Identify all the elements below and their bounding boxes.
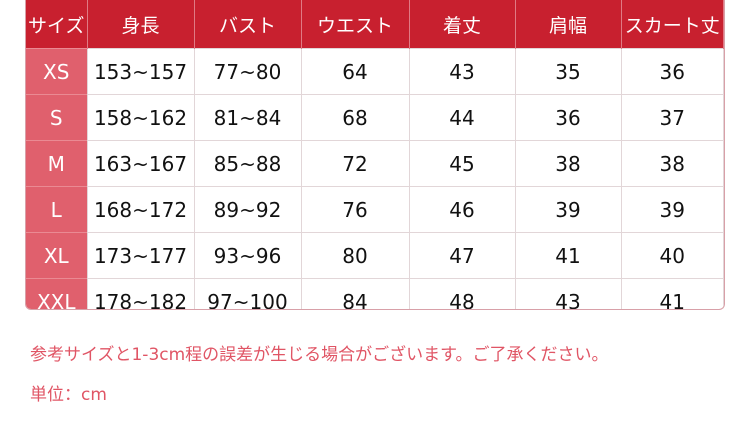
column-header: 肩幅	[515, 0, 622, 49]
table-cell: 84	[301, 278, 410, 309]
table-cell: 46	[409, 186, 516, 233]
size-cell: XL	[26, 232, 88, 279]
table-cell: 38	[621, 140, 724, 187]
column-header: ウエスト	[301, 0, 410, 49]
table-cell: 173~177	[87, 232, 195, 279]
table-cell: 48	[409, 278, 516, 309]
size-cell: M	[26, 140, 88, 187]
table-cell: 43	[409, 48, 516, 95]
unit-label: 単位：cm	[30, 385, 107, 405]
table-cell: 45	[409, 140, 516, 187]
table-cell: 163~167	[87, 140, 195, 187]
table-row: XS 153~157 77~80 64 43 35 36	[26, 48, 724, 95]
table-cell: 168~172	[87, 186, 195, 233]
column-header: スカート丈	[621, 0, 724, 49]
table-cell: 64	[301, 48, 410, 95]
table-cell: 158~162	[87, 94, 195, 141]
table-cell: 35	[515, 48, 622, 95]
size-table: サイズ 身長 バスト ウエスト 着丈 肩幅 スカート丈 XS 153~157 77~80 64 43…	[25, 0, 725, 310]
table-cell: 36	[621, 48, 724, 95]
table-cell: 41	[621, 278, 724, 309]
table-cell: 44	[409, 94, 516, 141]
size-cell: XS	[26, 48, 88, 95]
table-cell: 38	[515, 140, 622, 187]
column-header: 身長	[87, 0, 195, 49]
table-cell: 39	[621, 186, 724, 233]
table-cell: 39	[515, 186, 622, 233]
table-row: XXL 178~182 97~100 84 48 43 41	[26, 278, 724, 309]
column-header: バスト	[194, 0, 302, 49]
table-cell: 178~182	[87, 278, 195, 309]
table-cell: 77~80	[194, 48, 302, 95]
size-note: 参考サイズと1-3cm程の誤差が生じる場合がございます。ご了承ください。	[30, 345, 609, 365]
table-cell: 37	[621, 94, 724, 141]
table-cell: 68	[301, 94, 410, 141]
table-cell: 41	[515, 232, 622, 279]
table-cell: 81~84	[194, 94, 302, 141]
table-cell: 36	[515, 94, 622, 141]
size-cell: S	[26, 94, 88, 141]
header-row: サイズ 身長 バスト ウエスト 着丈 肩幅 スカート丈	[26, 0, 724, 49]
table-cell: 97~100	[194, 278, 302, 309]
size-cell: XXL	[26, 278, 88, 309]
table-row: S 158~162 81~84 68 44 36 37	[26, 94, 724, 141]
size-cell: L	[26, 186, 88, 233]
table-row: XL 173~177 93~96 80 47 41 40	[26, 232, 724, 279]
table-row: M 163~167 85~88 72 45 38 38	[26, 140, 724, 187]
column-header: サイズ	[26, 0, 88, 49]
table-cell: 93~96	[194, 232, 302, 279]
table-cell: 153~157	[87, 48, 195, 95]
table-cell: 89~92	[194, 186, 302, 233]
table-cell: 47	[409, 232, 516, 279]
table-cell: 40	[621, 232, 724, 279]
table-cell: 43	[515, 278, 622, 309]
table-cell: 72	[301, 140, 410, 187]
column-header: 着丈	[409, 0, 516, 49]
table-cell: 76	[301, 186, 410, 233]
table-cell: 85~88	[194, 140, 302, 187]
table-row: L 168~172 89~92 76 46 39 39	[26, 186, 724, 233]
table-cell: 80	[301, 232, 410, 279]
